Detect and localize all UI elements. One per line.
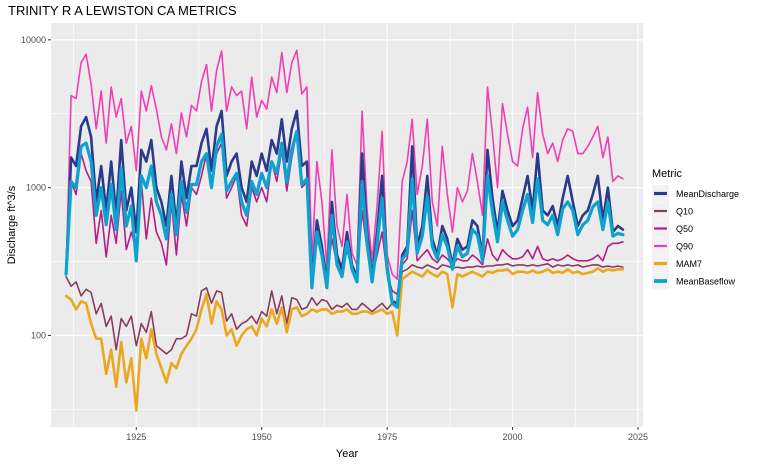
legend-label-meanbaseflow: MeanBaseflow bbox=[676, 277, 736, 287]
x-tick-label: 1975 bbox=[377, 432, 397, 442]
y-tick-label: 100 bbox=[31, 330, 46, 340]
legend-title: Metric bbox=[652, 168, 682, 180]
legend-label-q10: Q10 bbox=[676, 207, 693, 217]
y-axis-title: Discharge ft^3/s bbox=[6, 185, 18, 264]
series-layer bbox=[64, 49, 625, 412]
x-tick-label: 2000 bbox=[503, 432, 523, 442]
legend-label-mam7: MAM7 bbox=[676, 259, 702, 269]
y-tick-label: 10000 bbox=[21, 35, 46, 45]
x-axis-title: Year bbox=[336, 448, 359, 460]
legend-label-meandischarge: MeanDischarge bbox=[676, 189, 739, 199]
x-tick-label: 1925 bbox=[126, 432, 146, 442]
x-tick-label: 2025 bbox=[628, 432, 648, 442]
legend-items: MeanDischarge Q10 Q50 Q90 MAM7 MeanBaseflow bbox=[652, 185, 739, 290]
series-line-meanbaseflow bbox=[64, 129, 625, 309]
series-line-q90 bbox=[65, 49, 624, 281]
legend-label-q90: Q90 bbox=[676, 242, 693, 252]
legend-label-q50: Q50 bbox=[676, 224, 693, 234]
x-tick-label: 1950 bbox=[252, 432, 272, 442]
x-axis: 1925 1950 1975 2000 2025 bbox=[126, 427, 648, 442]
series-line-mam7 bbox=[64, 266, 625, 412]
y-tick-label: 1000 bbox=[26, 183, 46, 193]
chart-title: TRINITY R A LEWISTON CA METRICS bbox=[8, 3, 237, 18]
legend: Metric MeanDischarge Q10 Q50 Q90 MAM7 MeanBas… bbox=[652, 168, 739, 290]
series-line-q10 bbox=[65, 262, 624, 355]
y-axis: 100 1000 10000 bbox=[21, 35, 51, 340]
